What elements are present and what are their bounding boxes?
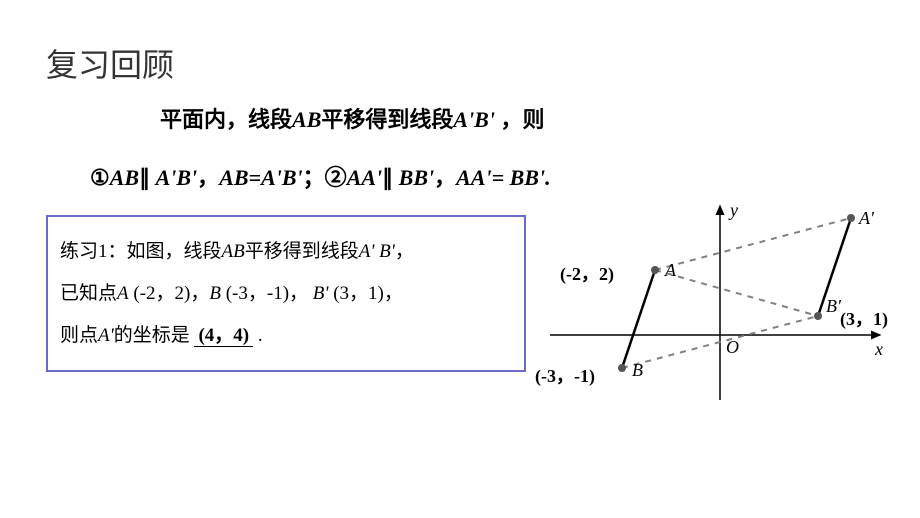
t: 则点 <box>60 325 98 346</box>
coord-label-bp: (3，1) <box>840 305 888 331</box>
t: 的坐标是 <box>114 325 195 346</box>
eq1: AB=A'B' <box>219 165 302 190</box>
t: (-3，-1)， <box>221 283 313 304</box>
eq2: AA'= BB'. <box>456 165 550 190</box>
svg-text:B: B <box>632 360 643 380</box>
Bp: B' <box>313 283 329 304</box>
comma: ， <box>197 165 219 190</box>
svg-text:A': A' <box>858 208 875 228</box>
statement-line2: ①AB∥ A'B'，AB=A'B'；②AA'∥ BB'，AA'= BB'. <box>90 160 551 192</box>
t: 练习1：如图，线段 <box>60 241 222 262</box>
text: ，则 <box>495 107 545 132</box>
exercise-line3: 则点A'的坐标是 (4，4) . <box>60 315 512 357</box>
svg-text:x: x <box>874 339 883 359</box>
svg-text:A: A <box>664 260 677 280</box>
Ap: A' <box>98 325 114 346</box>
num2: ② <box>325 165 347 190</box>
comma2: ， <box>434 165 456 190</box>
section-title: 复习回顾 <box>46 40 174 86</box>
t: (-2，2)， <box>129 283 210 304</box>
exercise-line1: 练习1：如图，线段AB平移得到线段A' B'， <box>60 231 512 273</box>
exercise-line2: 已知点A (-2，2)，B (-3，-1)， B' (3，1)， <box>60 273 512 315</box>
num1: ① <box>90 165 110 190</box>
apbp: A'B' <box>156 165 198 190</box>
t: ， <box>395 241 414 262</box>
aa: AA' <box>347 165 382 190</box>
ab: AB <box>110 165 139 190</box>
apbp: A' B' <box>359 241 395 262</box>
A: A <box>117 283 129 304</box>
svg-text:y: y <box>728 200 738 220</box>
seg-apbp: A'B' <box>453 107 495 132</box>
seg-ab: AB <box>292 107 321 132</box>
text: 平面内，线段 <box>160 107 292 132</box>
ab: AB <box>222 241 245 262</box>
B: B <box>209 283 221 304</box>
t: 已知点 <box>60 283 117 304</box>
t: (3，1)， <box>328 283 402 304</box>
t: 平移得到线段 <box>245 241 359 262</box>
text: 平移得到线段 <box>321 107 453 132</box>
coord-label-a: (-2，2) <box>560 260 614 286</box>
exercise-box: 练习1：如图，线段AB平移得到线段A' B'， 已知点A (-2，2)，B (-… <box>46 215 526 372</box>
answer-blank: (4，4) <box>194 325 253 347</box>
sep: ； <box>303 165 325 190</box>
parallel2: ∥ <box>382 165 393 190</box>
statement-line1: 平面内，线段AB平移得到线段A'B' ，则 <box>160 102 544 134</box>
coordinate-diagram: AA'BB'xyO (-2，2) (3，1) (-3，-1) <box>540 200 900 460</box>
t: . <box>253 325 263 346</box>
coord-label-b: (-3，-1) <box>535 362 595 388</box>
svg-text:O: O <box>726 337 739 357</box>
bb: BB' <box>399 165 434 190</box>
parallel: ∥ <box>139 165 150 190</box>
